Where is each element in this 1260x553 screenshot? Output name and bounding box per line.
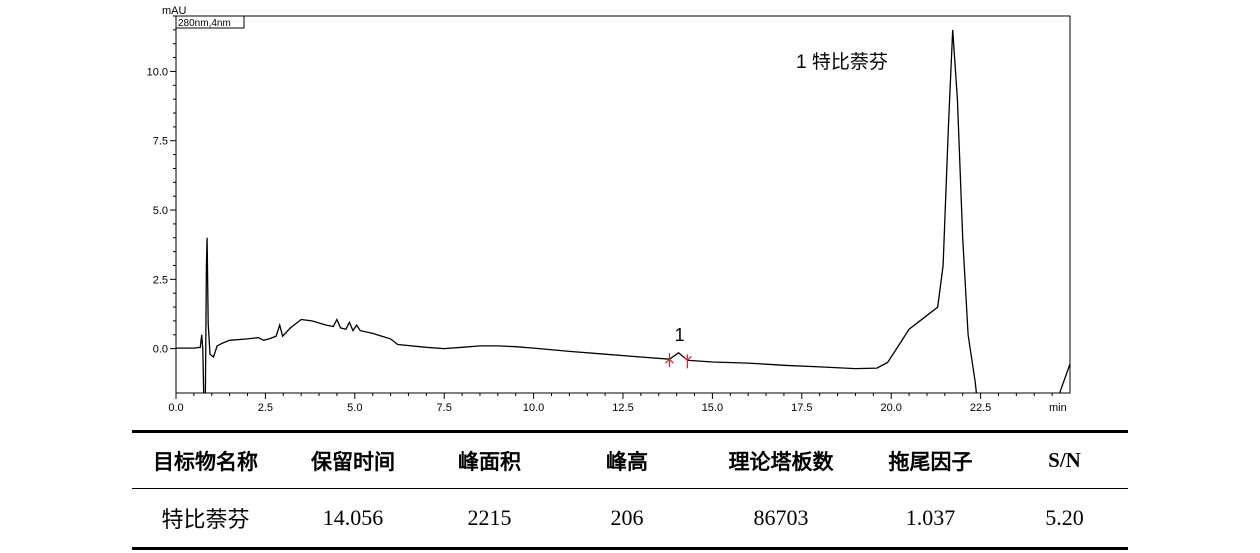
x-tick-label: 12.5 xyxy=(612,402,633,414)
plot-frame xyxy=(175,15,1071,394)
cell-peak-area: 2215 xyxy=(467,505,512,530)
x-tick-label: 15.0 xyxy=(702,402,723,414)
peak-marker-arrow xyxy=(665,358,670,364)
peak-integration-markers xyxy=(665,353,692,369)
chromatogram-chart: 0.0 2.5 5.0 7.5 10.0 0.0 2.5 5.0 7.5 10.0 12.5 15.… xyxy=(147,5,1071,414)
y-tick-label: 10.0 xyxy=(147,66,168,78)
x-tick-label: 0.0 xyxy=(168,402,183,414)
results-table: 目标物名称 保留时间 峰面积 峰高 理论塔板数 拖尾因子 S/N 特比萘芬 14… xyxy=(132,430,1128,550)
cell-compound-name: 特比萘芬 xyxy=(161,507,250,532)
x-tick-label: 2.5 xyxy=(258,402,273,414)
header-peak-height: 峰高 xyxy=(606,449,648,474)
cell-signal-noise: 5.20 xyxy=(1045,505,1084,530)
chromatogram-trace xyxy=(176,29,1070,393)
x-tick-label: 7.5 xyxy=(437,402,452,414)
cell-retention-time: 14.056 xyxy=(322,505,384,530)
header-retention-time: 保留时间 xyxy=(311,449,395,474)
channel-label: 280nm,4nm xyxy=(178,18,231,29)
cell-peak-height: 206 xyxy=(610,505,644,530)
y-axis-unit: mAU xyxy=(162,5,187,17)
header-theoretical-plates: 理论塔板数 xyxy=(728,449,834,474)
table-row: 特比萘芬 14.056 2215 206 86703 1.037 5.20 xyxy=(132,489,1128,549)
x-tick-label: 17.5 xyxy=(791,402,812,414)
peak-annotation: 1 特比萘芬 xyxy=(796,51,888,73)
header-tailing-factor: 拖尾因子 xyxy=(888,449,973,474)
header-compound-name: 目标物名称 xyxy=(153,449,258,474)
x-axis-unit: min xyxy=(1049,402,1067,414)
peak-label: 1 xyxy=(675,325,685,345)
y-tick-label: 2.5 xyxy=(153,274,168,286)
x-tick-label: 20.0 xyxy=(880,402,901,414)
cell-theoretical-plates: 86703 xyxy=(753,505,809,530)
header-signal-noise: S/N xyxy=(1048,448,1081,472)
peak-marker-arrow xyxy=(686,355,692,361)
table-header-row: 目标物名称 保留时间 峰面积 峰高 理论塔板数 拖尾因子 S/N xyxy=(132,432,1128,489)
x-tick-label: 10.0 xyxy=(523,402,544,414)
cell-tailing-factor: 1.037 xyxy=(905,505,956,530)
y-tick-label: 5.0 xyxy=(153,205,168,217)
x-tick-label: 22.5 xyxy=(970,402,991,414)
channel-label-box xyxy=(175,15,245,29)
peak-marker-arrow xyxy=(682,355,688,361)
y-tick-label: 7.5 xyxy=(153,136,168,148)
x-tick-label: 5.0 xyxy=(347,402,362,414)
y-tick-label: 0.0 xyxy=(153,344,168,356)
header-peak-area: 峰面积 xyxy=(458,449,521,474)
peak-marker-arrow xyxy=(669,358,674,364)
